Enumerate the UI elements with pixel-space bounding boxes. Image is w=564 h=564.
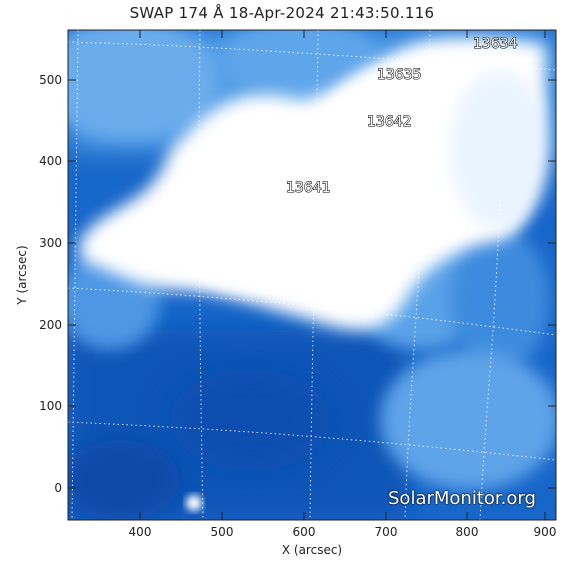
- region-label-13642: 13642: [367, 114, 412, 130]
- coordinate-grid: [68, 30, 556, 520]
- image-title: SWAP 174 Å 18-Apr-2024 21:43:50.116: [129, 4, 435, 22]
- y-tick-label: 500: [39, 73, 62, 87]
- y-tick-label: 100: [39, 399, 62, 413]
- x-tick-label: 600: [293, 525, 316, 539]
- x-tick-label: 500: [211, 525, 234, 539]
- y-tick-label: 300: [39, 236, 62, 250]
- x-axis-label: X (arcsec): [282, 543, 342, 557]
- y-tick-label: 400: [39, 154, 62, 168]
- region-label-13635: 13635: [377, 67, 422, 83]
- plot-frame: [67, 29, 557, 521]
- x-tick-label: 700: [375, 525, 398, 539]
- region-label-13641: 13641: [286, 180, 331, 196]
- watermark: SolarMonitor.org: [388, 488, 536, 509]
- solar-image: [68, 30, 556, 520]
- x-tick-label: 900: [534, 525, 557, 539]
- y-tick-label: 200: [39, 318, 62, 332]
- region-label-13634: 13634: [473, 36, 518, 52]
- y-tick-marks: [68, 79, 556, 489]
- y-tick-label: 0: [54, 481, 62, 495]
- y-axis-label: Y (arcsec): [15, 245, 29, 305]
- x-tick-label: 800: [456, 525, 479, 539]
- x-tick-marks: [139, 30, 546, 520]
- x-tick-label: 400: [129, 525, 152, 539]
